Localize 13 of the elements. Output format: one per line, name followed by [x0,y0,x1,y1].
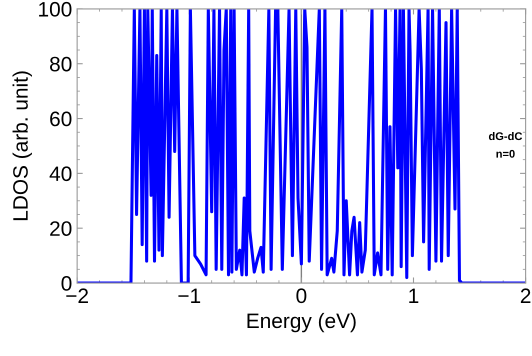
line-series [77,8,526,284]
x-tick-label: 0 [296,288,306,304]
y-tick-label: 20 [50,221,72,236]
annotation: dG-dC n=0 [488,132,522,158]
x-tick-label: 1 [409,288,418,303]
y-tick-label: 40 [50,166,72,182]
y-tick-label: 80 [50,56,72,72]
y-axis-title: LDOS (arb. unit) [12,71,32,220]
x-tick-label: 2 [520,288,530,303]
y-tick-label: 100 [39,2,72,17]
y-tick-label: 60 [50,112,72,126]
x-axis-title: Energy (eV) [248,312,356,332]
x-tick-label: −1 [178,288,200,303]
